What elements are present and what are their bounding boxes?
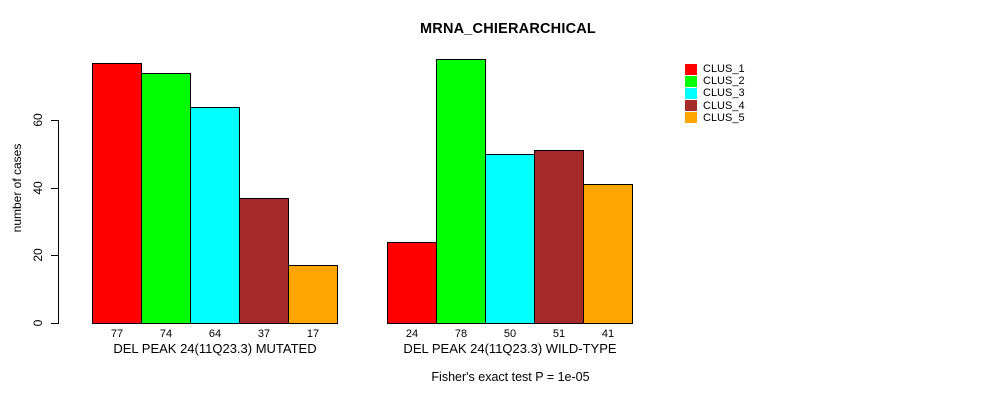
bar-clus_3-group1 [190,106,240,324]
legend-label: CLUS_5 [703,111,745,124]
category-label: DEL PEAK 24(11Q23.3) MUTATED [113,341,317,356]
bar-clus_1-group1 [92,62,142,324]
category-label: DEL PEAK 24(11Q23.3) WILD-TYPE [403,341,617,356]
y-axis-tick-label: 60 [31,113,45,127]
bar-clus_4-group2 [534,150,584,324]
y-axis-tick [51,187,58,189]
legend-swatch-icon [685,112,697,124]
legend-item-clus_3: CLUS_3 [685,87,745,99]
legend-item-clus_1: CLUS_1 [685,63,745,75]
legend-label: CLUS_1 [703,63,745,76]
legend-item-clus_4: CLUS_4 [685,100,745,112]
annotation-caption: Fisher's exact test P = 1e-05 [431,370,590,384]
y-axis-tick-label: 20 [31,248,45,262]
bar-value-label: 37 [257,327,271,340]
bar-value-label: 24 [405,327,419,340]
legend: CLUS_1 CLUS_2 CLUS_3 CLUS_4 CLUS_5 [685,63,745,124]
y-axis-tick [51,120,58,121]
y-axis-tick [51,322,58,324]
legend-swatch-icon [685,87,697,99]
y-axis-label: number of cases [10,143,24,233]
bar-value-label: 50 [503,327,517,340]
legend-item-clus_5: CLUS_5 [685,112,745,124]
y-axis-tick-label: 40 [31,180,45,195]
legend-label: CLUS_4 [703,99,745,112]
bar-value-label: 51 [552,327,566,340]
bar-clus_4-group1 [239,197,289,324]
legend-swatch-icon [685,100,697,112]
legend-label: CLUS_3 [703,87,745,100]
bar-value-label: 17 [306,327,320,340]
bar-value-label: 77 [110,327,124,340]
y-axis-line [58,120,59,324]
bar-clus_1-group2 [387,241,437,324]
bar-clus_5-group2 [583,184,633,324]
bar-clus_2-group1 [141,72,191,324]
bar-value-label: 41 [601,327,615,340]
bar-value-label: 64 [208,327,222,340]
legend-label: CLUS_2 [703,75,745,88]
bar-clus_5-group1 [288,265,338,324]
bar-clus_2-group2 [436,59,486,324]
bar-value-label: 78 [454,327,468,340]
chart-title: MRNA_CHIERARCHICAL [420,21,596,37]
legend-swatch-icon [685,75,697,87]
bar-clus_3-group2 [485,153,535,324]
bar-value-label: 74 [159,327,173,340]
y-axis-tick [51,255,58,256]
y-axis-tick-label: 0 [31,319,45,326]
legend-item-clus_2: CLUS_2 [685,75,745,87]
legend-swatch-icon [685,63,697,75]
